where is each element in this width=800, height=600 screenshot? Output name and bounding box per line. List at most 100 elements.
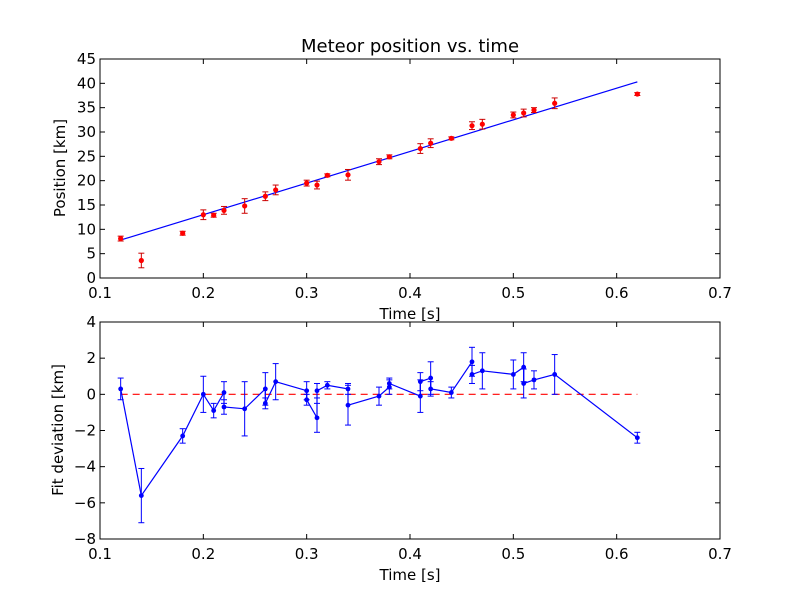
data-point — [304, 180, 310, 186]
x-tick-label: 0.2 — [191, 284, 215, 302]
data-point — [634, 91, 640, 97]
x-tick-label: 0.4 — [398, 545, 422, 563]
y-tick-label: 40 — [77, 74, 96, 92]
deviation-axes: 0.1 0.2 0.3 0.4 0.5 0.6 0.7 −8 −6 −4 −2 0 2 4 — [74, 313, 732, 563]
y-tick-label: 45 — [77, 50, 96, 68]
data-point — [376, 159, 382, 165]
x-axis-label: Time [s] — [379, 305, 441, 323]
data-point — [428, 375, 434, 381]
data-point — [469, 359, 475, 365]
x-tick-label: 0.6 — [605, 284, 629, 302]
data-point — [376, 393, 382, 399]
data-point — [479, 368, 485, 374]
y-tick-label: 0 — [86, 385, 96, 403]
data-point — [345, 172, 351, 178]
chart-title: Meteor position vs. time — [301, 36, 519, 57]
data-point — [552, 372, 558, 377]
deviation-line — [120, 359, 638, 498]
data-point — [428, 386, 434, 392]
data-point — [521, 364, 527, 370]
data-point — [417, 379, 423, 385]
data-point — [221, 390, 227, 395]
data-point — [138, 257, 144, 264]
data-point — [521, 381, 527, 386]
y-tick-label: −2 — [74, 422, 96, 440]
data-point — [428, 140, 434, 146]
y-tick-label: 20 — [77, 172, 96, 190]
data-point — [262, 386, 268, 392]
x-axis-label: Time [s] — [379, 566, 441, 584]
x-tick-label: 0.1 — [88, 545, 112, 563]
data-point — [221, 404, 227, 410]
data-point — [180, 230, 186, 236]
x-tick-label: 0.1 — [88, 284, 112, 302]
position-marks — [117, 81, 641, 269]
data-point — [510, 112, 516, 118]
data-point — [448, 390, 454, 395]
data-point — [211, 212, 217, 218]
data-point — [634, 435, 640, 441]
data-point — [417, 145, 423, 152]
x-tick-label: 0.4 — [398, 284, 422, 302]
data-point — [531, 377, 537, 383]
data-point — [314, 388, 320, 394]
y-tick-label: 30 — [77, 123, 96, 141]
data-point — [262, 193, 268, 199]
data-point — [469, 372, 475, 377]
data-point — [273, 187, 279, 193]
data-point — [242, 406, 248, 412]
data-point — [221, 207, 227, 213]
data-point — [118, 386, 124, 392]
x-tick-label: 0.7 — [708, 284, 732, 302]
data-point — [262, 400, 268, 406]
data-point — [314, 182, 320, 188]
data-point — [386, 381, 392, 386]
data-point — [521, 110, 527, 116]
data-point — [345, 402, 351, 408]
deviation-chart: 0.1 0.2 0.3 0.4 0.5 0.6 0.7 −8 −6 −4 −2 0 2 4 Time [s… — [49, 313, 732, 584]
x-tick-label: 0.7 — [708, 545, 732, 563]
y-tick-label: 15 — [77, 196, 96, 214]
y-tick-label: 35 — [77, 99, 96, 117]
data-point — [118, 235, 124, 242]
x-tick-label: 0.3 — [295, 284, 319, 302]
data-point — [200, 212, 206, 218]
position-chart: Meteor position vs. time 0.1 0.2 0.3 0.4 0.5… — [51, 36, 732, 323]
y-tick-label: 2 — [86, 349, 96, 367]
y-tick-label: 5 — [86, 245, 96, 263]
data-point — [180, 433, 186, 439]
x-tick-label: 0.2 — [191, 545, 215, 563]
y-tick-label: 25 — [77, 147, 96, 165]
data-point — [479, 121, 485, 127]
x-tick-label: 0.3 — [295, 545, 319, 563]
x-tick-label: 0.5 — [501, 545, 525, 563]
x-tick-label: 0.5 — [501, 284, 525, 302]
y-tick-label: −4 — [74, 458, 96, 476]
y-tick-label: 10 — [77, 220, 96, 238]
data-point — [273, 379, 279, 385]
x-tick-label: 0.6 — [605, 545, 629, 563]
data-point — [417, 393, 423, 399]
data-point — [304, 397, 310, 403]
data-point — [510, 372, 516, 377]
y-axis-label: Fit deviation [km] — [49, 364, 67, 496]
y-axis-label: Position [km] — [51, 119, 69, 217]
data-point — [552, 100, 558, 106]
data-point — [304, 388, 310, 394]
y-tick-label: 4 — [86, 313, 96, 331]
data-point — [242, 203, 248, 209]
plot-frame — [99, 58, 721, 279]
y-tick-label: 0 — [86, 269, 96, 287]
data-point — [200, 391, 206, 397]
y-tick-label: −6 — [74, 494, 96, 512]
data-point — [448, 135, 454, 141]
data-point — [211, 408, 217, 414]
data-point — [138, 493, 144, 498]
y-tick-label: −8 — [74, 530, 96, 548]
data-point — [324, 172, 330, 178]
position-axes: 0.1 0.2 0.3 0.4 0.5 0.6 0.7 0 5 10 15 20 25 30 35 40 45 — [77, 50, 732, 302]
data-point — [324, 382, 330, 388]
data-point — [314, 415, 320, 421]
data-point — [531, 107, 537, 113]
